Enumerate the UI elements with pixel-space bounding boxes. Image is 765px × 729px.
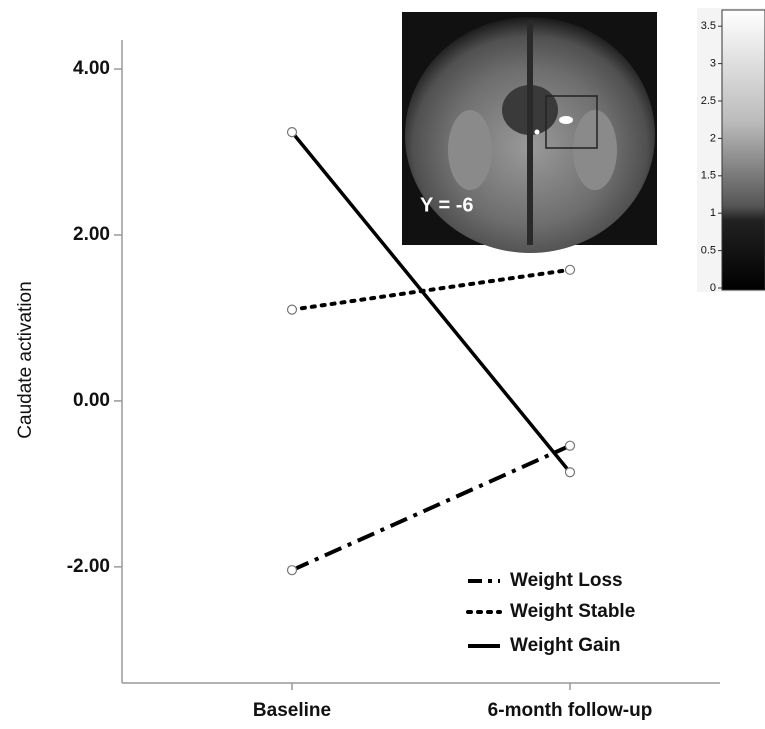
colorbar-tick-label: 0.5 [701,245,716,257]
colorbar-tick-label: 2 [710,132,716,144]
legend-label: Weight Stable [510,601,635,622]
point-marker [288,128,297,137]
colorbar-tick-label: 3 [710,58,716,70]
point-marker [566,468,575,477]
y-tick-label: 4.00 [73,58,110,79]
inset-annotation: Y = -6 [420,194,474,216]
legend-label: Weight Gain [510,635,620,656]
colorbar-tick-label: 1 [710,207,716,219]
point-marker [566,441,575,450]
point-marker [288,566,297,575]
y-tick-label: 0.00 [73,390,110,411]
y-tick-label: 2.00 [73,224,110,245]
x-tick-label: 6-month follow-up [488,700,653,721]
y-tick-label: -2.00 [67,556,110,577]
chart: Caudate activation Y = -6 4.00 2.00 0.00 -2… [0,0,765,729]
point-marker [288,305,297,314]
legend-label: Weight Loss [510,570,623,591]
colorbar-tick-label: 3.5 [701,20,716,32]
point-marker [566,265,575,274]
colorbar-tick-label: 2.5 [701,95,716,107]
brain-inset [402,12,657,253]
series-line [292,446,570,570]
colorbar-tick-label: 1.5 [701,170,716,182]
y-axis-label: Caudate activation [15,281,36,438]
x-tick-label: Baseline [253,700,331,721]
colorbar-tick-label: 0 [710,282,716,294]
